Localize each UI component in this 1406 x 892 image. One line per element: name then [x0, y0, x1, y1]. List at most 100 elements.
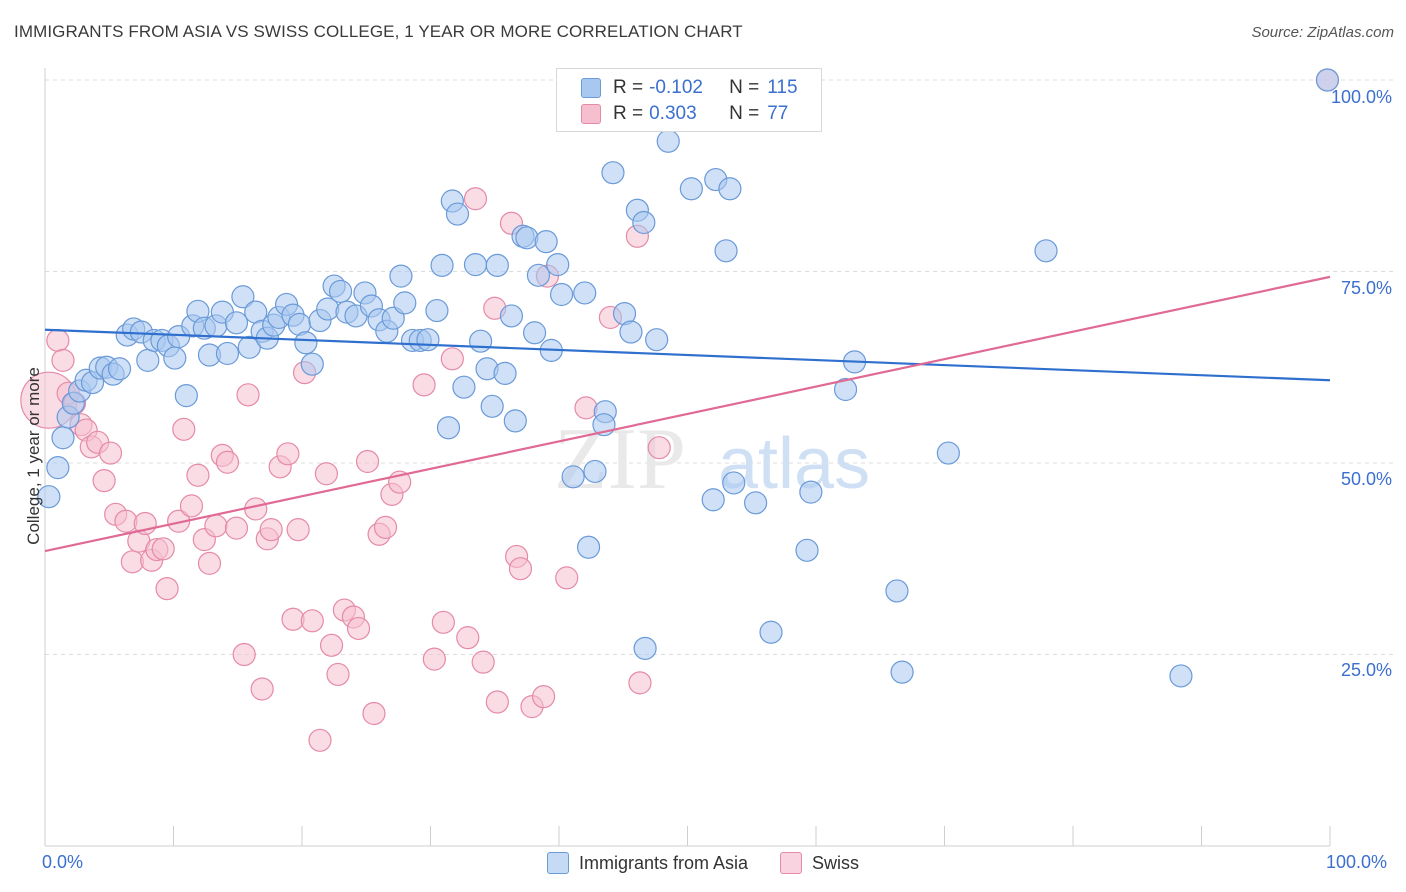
asia-point	[573, 281, 597, 305]
swiss-point	[224, 516, 249, 540]
swiss-point	[186, 463, 210, 487]
asia-point	[300, 352, 324, 376]
swiss-point	[531, 685, 556, 709]
asia-point	[389, 264, 413, 288]
swiss-point	[281, 607, 305, 631]
source-label: Source: ZipAtlas.com	[1251, 24, 1394, 41]
asia-point	[583, 459, 607, 484]
swiss-point	[236, 383, 260, 407]
swiss-point	[120, 550, 144, 574]
swiss-trend-line	[44, 275, 1331, 553]
asia-point	[452, 375, 476, 399]
swiss-swatch	[581, 104, 601, 124]
swiss-point	[151, 537, 175, 561]
asia-points	[37, 68, 1340, 688]
asia-point	[1315, 68, 1340, 92]
asia-point	[37, 485, 61, 509]
swiss-point	[286, 518, 310, 542]
legend-item-asia: Immigrants from Asia	[546, 852, 749, 874]
asia-point	[576, 535, 601, 559]
legend-item-swiss: Swiss	[780, 852, 859, 874]
y-tick-label-25: 25.0%	[1340, 660, 1392, 680]
asia-point	[936, 441, 960, 465]
swiss-point	[326, 662, 350, 687]
swiss-point	[628, 671, 652, 695]
asia-point	[416, 328, 440, 352]
asia-point	[718, 177, 742, 201]
asia-point	[46, 455, 70, 480]
swiss-point	[300, 609, 324, 633]
swiss-point	[574, 396, 598, 420]
axes	[44, 68, 1331, 847]
asia-point	[546, 253, 570, 277]
swiss-point	[276, 442, 300, 466]
asia-point	[425, 298, 449, 323]
chart-title: IMMIGRANTS FROM ASIA VS SWISS COLLEGE, 1…	[14, 22, 743, 41]
asia-point	[601, 161, 625, 185]
asia-trend-line	[44, 328, 1331, 382]
swiss-point	[508, 557, 533, 581]
asia-point	[445, 202, 470, 226]
swiss-point	[555, 566, 579, 590]
asia-point	[619, 320, 643, 344]
swiss-point	[155, 577, 179, 601]
asia-point	[714, 239, 738, 263]
asia-point	[795, 538, 819, 562]
asia-point	[503, 409, 527, 433]
watermark-atlas: atlas	[718, 424, 870, 504]
y-tick-label-100: 100.0%	[1330, 87, 1392, 107]
asia-point	[632, 210, 656, 235]
r-value: -0.102	[649, 77, 703, 98]
asia-point	[51, 426, 75, 450]
swiss-point	[373, 515, 398, 539]
asia-point	[393, 291, 417, 315]
swiss-point	[412, 373, 436, 397]
asia-swatch	[546, 852, 569, 874]
grid-lines	[45, 79, 1395, 655]
asia-point	[136, 348, 160, 372]
asia-point	[163, 346, 187, 370]
asia-point	[436, 416, 461, 440]
y-tick-label-50: 50.0%	[1340, 469, 1392, 489]
swiss-point	[98, 441, 123, 465]
asia-point	[224, 311, 249, 335]
swiss-point	[355, 449, 380, 474]
swiss-point	[362, 701, 386, 726]
n-label: N =	[729, 103, 760, 124]
asia-point	[107, 357, 132, 381]
swiss-point	[422, 647, 446, 671]
asia-point	[294, 331, 318, 355]
swiss-point	[232, 642, 256, 667]
swiss-point	[172, 417, 196, 441]
swiss-point	[244, 497, 268, 521]
watermark: ZIP atlas	[554, 411, 870, 508]
swiss-point	[463, 187, 488, 211]
asia-point	[522, 321, 547, 345]
asia-point	[1034, 239, 1058, 263]
asia-point	[328, 279, 353, 304]
y-axis-label: College, 1 year or more	[24, 367, 43, 545]
asia-point	[656, 129, 680, 153]
swiss-point	[197, 551, 222, 575]
r-value: 0.303	[649, 103, 697, 124]
r-label: R =	[613, 77, 644, 98]
swiss-point	[259, 518, 283, 542]
asia-point	[679, 177, 703, 201]
asia-point	[561, 465, 585, 489]
legend-label-swiss: Swiss	[812, 852, 860, 873]
asia-point	[534, 230, 558, 254]
asia-point	[430, 253, 454, 277]
asia-point	[885, 579, 909, 603]
swiss-point	[314, 462, 339, 486]
asia-point	[215, 341, 240, 366]
asia-point	[549, 282, 574, 307]
asia-point	[833, 377, 858, 402]
asia-point	[485, 253, 509, 277]
n-value: 115	[767, 77, 798, 98]
swiss-point	[456, 626, 480, 650]
asia-point	[645, 328, 669, 352]
trend-lines	[44, 275, 1331, 553]
legend-label-asia: Immigrants from Asia	[578, 852, 749, 873]
asia-point	[890, 660, 914, 684]
